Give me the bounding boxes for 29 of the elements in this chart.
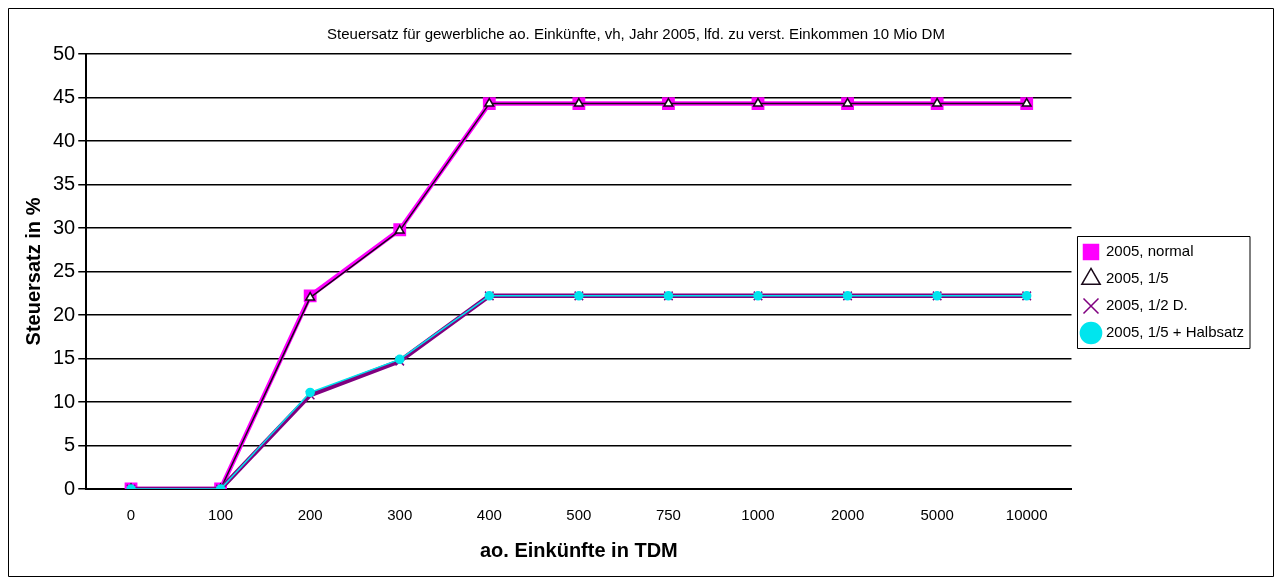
x-tick-label: 2000 <box>830 506 865 524</box>
y-tick-label: 45 <box>53 85 76 108</box>
y-tick-label: 30 <box>53 215 76 238</box>
y-tick-label: 0 <box>64 476 76 499</box>
x-axis-title: ao. Einkünfte in TDM <box>479 538 678 561</box>
y-tick-label: 20 <box>53 302 76 325</box>
y-tick-label: 5 <box>64 433 76 456</box>
legend-label: 2005, 1/5 + Halbsatz <box>1105 323 1245 341</box>
x-tick-label: 0 <box>126 506 136 524</box>
chart-title: Steuersatz für gewerbliche ao. Einkünfte, vh, Jahr 2005, lfd. zu verst. Einkommen 10 Mio DM <box>327 25 945 43</box>
y-axis-title: Steuersatz in % <box>21 197 44 346</box>
x-tick-label: 500 <box>566 506 592 524</box>
x-tick-label: 5000 <box>920 506 954 524</box>
y-tick-label: 10 <box>53 389 76 412</box>
legend-label: 2005, 1/2 D. <box>1105 296 1188 314</box>
x-tick-label: 750 <box>655 506 681 524</box>
y-tick-label: 25 <box>53 259 76 282</box>
y-tick-label: 15 <box>53 346 76 369</box>
y-tick-label: 35 <box>53 172 76 195</box>
x-tick-label: 100 <box>208 506 234 524</box>
x-tick-label: 300 <box>387 506 413 524</box>
x-tick-label: 200 <box>297 506 323 524</box>
x-tick-label: 1000 <box>741 506 775 524</box>
legend-label: 2005, 1/5 <box>1105 269 1169 287</box>
x-tick-label: 400 <box>476 506 502 524</box>
legend-label: 2005, normal <box>1105 242 1194 260</box>
y-tick-label: 40 <box>53 128 76 151</box>
y-tick-label: 50 <box>53 41 76 64</box>
x-tick-label: 10000 <box>1005 506 1048 524</box>
